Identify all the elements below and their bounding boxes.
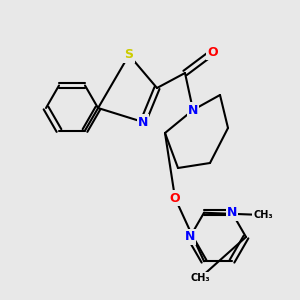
Text: N: N xyxy=(188,103,198,116)
Text: CH₃: CH₃ xyxy=(190,273,210,283)
Text: S: S xyxy=(124,49,134,62)
Text: CH₃: CH₃ xyxy=(253,210,273,220)
Text: O: O xyxy=(170,191,180,205)
Text: N: N xyxy=(185,230,195,244)
Text: N: N xyxy=(138,116,148,128)
Text: O: O xyxy=(208,46,218,59)
Text: N: N xyxy=(227,206,237,219)
